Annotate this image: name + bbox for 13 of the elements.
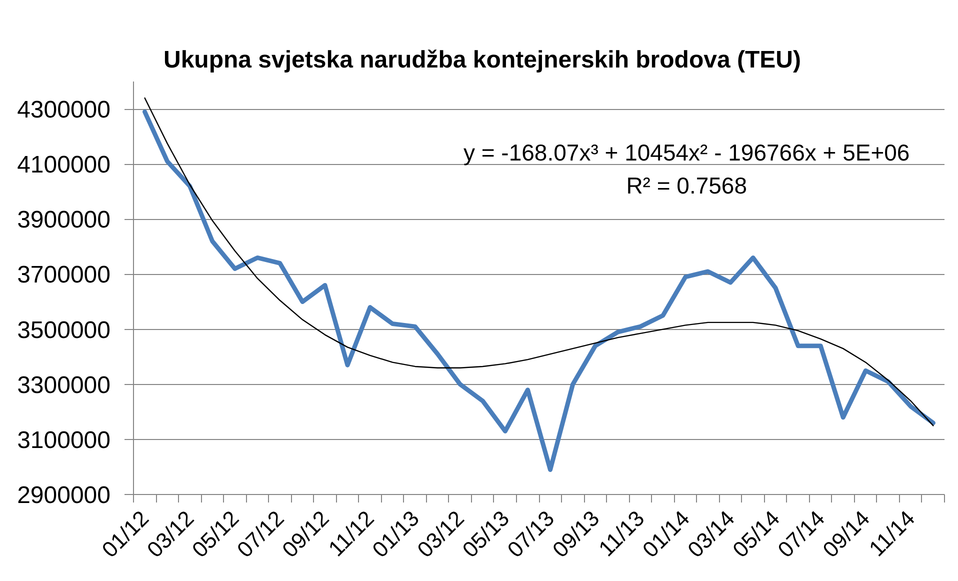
y-tick-label: 3700000	[17, 262, 111, 289]
annotation: R² = 0.7568	[626, 172, 748, 199]
y-tick-label: 4100000	[17, 152, 111, 179]
y-tick-label: 3500000	[17, 316, 111, 344]
line-series	[144, 97, 934, 426]
y-tick-label: 3300000	[17, 372, 111, 399]
line-series	[142, 110, 936, 472]
y-tick-label: 4300000	[17, 96, 111, 124]
y-tick-label: 3900000	[17, 206, 111, 234]
y-tick-label: 2900000	[17, 482, 111, 509]
annotation: y = -168.07x³ + 10454x² - 196766x + 5E+06	[463, 140, 910, 166]
y-tick-label: 3100000	[17, 426, 111, 454]
chart-title: Ukupna svjetska narudžba kontejnerskih brodova (TEU)	[164, 46, 801, 74]
